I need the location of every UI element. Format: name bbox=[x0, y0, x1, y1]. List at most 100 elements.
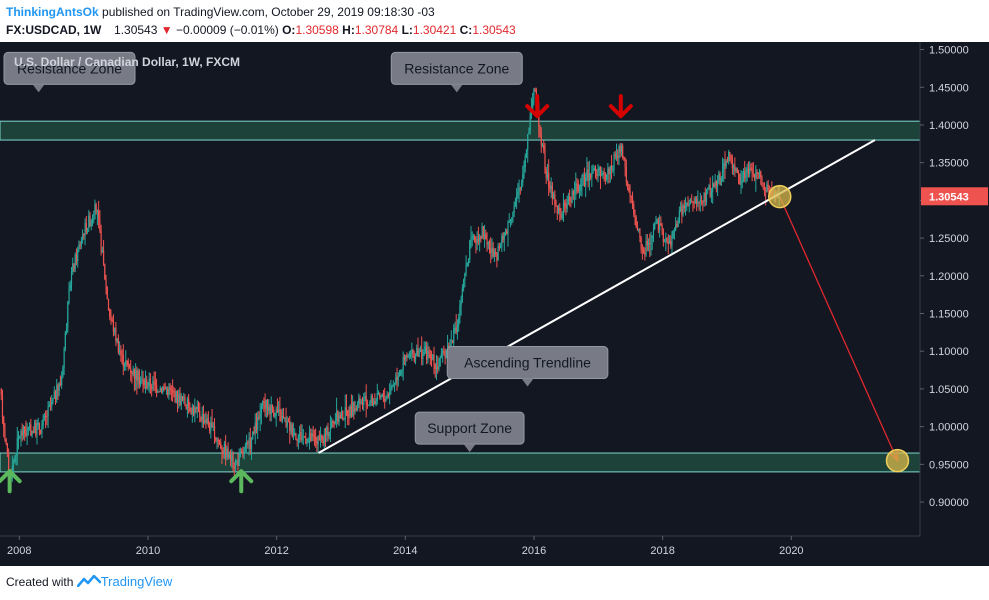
chart-panel[interactable]: Resistance Zone Resistance Zone Ascending … bbox=[0, 42, 989, 566]
candle-body bbox=[147, 386, 149, 388]
candle-body bbox=[51, 400, 53, 407]
candle-body bbox=[135, 370, 137, 380]
price-chart[interactable]: Resistance Zone Resistance Zone Ascending … bbox=[0, 42, 989, 566]
candle-body bbox=[588, 173, 590, 181]
candle-body bbox=[49, 405, 52, 407]
candle-body bbox=[421, 349, 423, 359]
candle-body bbox=[734, 165, 736, 171]
candle-body bbox=[752, 172, 754, 175]
candle-body bbox=[5, 439, 7, 444]
candle-body bbox=[710, 191, 713, 197]
candle-body bbox=[654, 224, 656, 230]
candle-body bbox=[562, 203, 565, 215]
candle-body bbox=[623, 157, 625, 159]
candle-body bbox=[586, 169, 588, 178]
close-value: 1.30543 bbox=[472, 23, 516, 37]
candle-body bbox=[387, 394, 389, 396]
candle-body bbox=[59, 383, 62, 386]
candle-body bbox=[565, 206, 567, 209]
candle-body bbox=[556, 205, 558, 214]
candle-body bbox=[601, 173, 603, 176]
candle-body bbox=[401, 369, 403, 371]
candle-body bbox=[14, 456, 16, 462]
candle-body bbox=[186, 398, 189, 409]
candle-body bbox=[337, 411, 339, 422]
candle-body bbox=[633, 204, 635, 214]
candle-body bbox=[672, 230, 674, 238]
candle-body bbox=[327, 427, 329, 437]
candle-body bbox=[79, 245, 81, 247]
candle-body bbox=[294, 433, 296, 435]
author-link[interactable]: ThinkingAntsOk bbox=[6, 5, 99, 19]
candle-body bbox=[522, 173, 524, 183]
candle-body bbox=[91, 219, 94, 221]
candle-body bbox=[707, 188, 709, 190]
x-tick-label: 2020 bbox=[779, 545, 803, 557]
candle-body bbox=[636, 227, 639, 230]
candle-body bbox=[120, 350, 122, 355]
change-down-icon: ▼ bbox=[160, 23, 173, 37]
candle-body bbox=[426, 346, 428, 361]
candle-body bbox=[259, 414, 261, 418]
candle-body bbox=[291, 424, 293, 437]
candle-body bbox=[700, 199, 703, 201]
candle-body bbox=[347, 410, 349, 417]
symbol-label: FX:USDCAD, 1W bbox=[6, 23, 102, 37]
candle-body bbox=[353, 402, 355, 412]
last-price: 1.30543 bbox=[114, 23, 158, 37]
candle-body bbox=[77, 249, 79, 262]
candle-body bbox=[427, 350, 429, 361]
candle-body bbox=[599, 167, 602, 176]
candle-body bbox=[635, 217, 637, 228]
candle-body bbox=[185, 405, 187, 409]
candle-body bbox=[68, 288, 70, 302]
candle-body bbox=[712, 183, 714, 192]
candle-body bbox=[3, 416, 5, 428]
candle-body bbox=[750, 167, 752, 169]
candle-body bbox=[104, 263, 106, 280]
x-tick-label: 2018 bbox=[650, 545, 674, 557]
candle-body bbox=[567, 196, 570, 204]
candle-body bbox=[450, 340, 452, 342]
candle-body bbox=[180, 396, 182, 406]
candle-body bbox=[24, 426, 26, 434]
candle-body bbox=[338, 415, 340, 422]
candle-body bbox=[117, 338, 119, 352]
candle-body bbox=[396, 376, 398, 381]
candle-body bbox=[360, 401, 362, 403]
candle-body bbox=[758, 171, 761, 175]
candle-body bbox=[694, 198, 697, 203]
candle-body bbox=[520, 182, 523, 188]
candle-body bbox=[144, 379, 147, 386]
candle-body bbox=[57, 385, 59, 392]
tradingview-brand[interactable]: TradingView bbox=[100, 574, 173, 589]
candle-body bbox=[726, 160, 729, 162]
candle-body bbox=[82, 234, 84, 241]
candle-body bbox=[72, 263, 74, 273]
candle-body bbox=[639, 229, 641, 239]
candle-body bbox=[630, 195, 632, 197]
candle-body bbox=[498, 246, 500, 249]
candle-body bbox=[485, 234, 487, 240]
candle-body bbox=[470, 237, 472, 241]
candle-body bbox=[222, 450, 224, 454]
candle-body bbox=[465, 265, 467, 274]
candle-body bbox=[730, 156, 732, 159]
candle-body bbox=[78, 245, 80, 250]
candle-body bbox=[659, 223, 661, 231]
candle-body bbox=[458, 317, 460, 327]
candle-body bbox=[591, 173, 593, 178]
candle-body bbox=[165, 388, 168, 390]
candle-body bbox=[766, 184, 768, 192]
down-arrow-icon bbox=[525, 94, 550, 119]
candle-body bbox=[640, 238, 642, 250]
candle-body bbox=[211, 422, 213, 427]
candle-body bbox=[343, 418, 345, 420]
candle-body bbox=[38, 422, 41, 431]
candle-body bbox=[570, 200, 572, 203]
callout-label: Support Zone bbox=[427, 420, 512, 436]
candle-body bbox=[297, 435, 299, 442]
candle-body bbox=[233, 467, 235, 469]
candle-body bbox=[105, 279, 107, 287]
candle-body bbox=[423, 351, 425, 355]
